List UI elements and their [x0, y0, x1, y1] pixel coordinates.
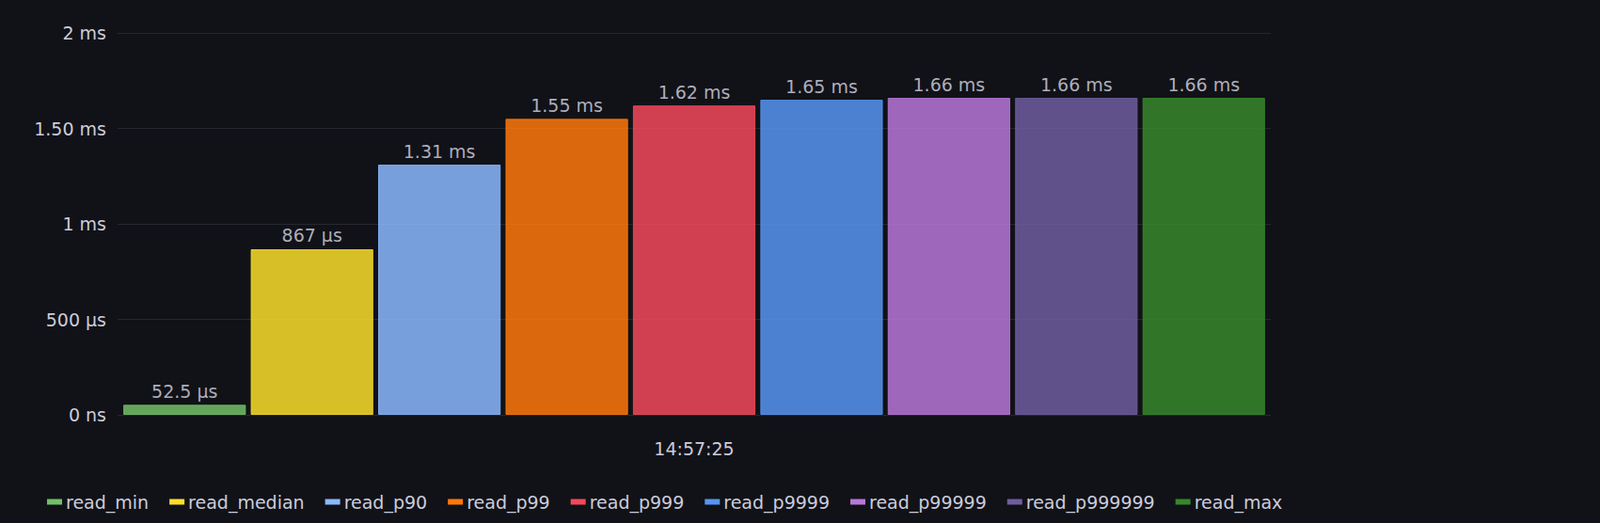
svg-text:read_max: read_max	[1194, 491, 1284, 514]
svg-text:52.5 µs: 52.5 µs	[151, 380, 218, 402]
svg-text:1.31 ms: 1.31 ms	[403, 141, 476, 162]
svg-text:2 ms: 2 ms	[62, 22, 107, 44]
svg-text:867 µs: 867 µs	[282, 224, 343, 246]
svg-text:read_p99: read_p99	[466, 491, 551, 514]
svg-text:1.65 ms: 1.65 ms	[785, 76, 858, 97]
svg-text:read_p90: read_p90	[344, 491, 428, 514]
svg-text:500 µs: 500 µs	[46, 309, 107, 331]
svg-text:read_p99999: read_p99999	[869, 491, 987, 514]
svg-text:read_median: read_median	[188, 491, 305, 514]
svg-text:1.50 ms: 1.50 ms	[33, 118, 107, 140]
svg-text:1.66 ms: 1.66 ms	[1167, 74, 1240, 96]
svg-text:1.66 ms: 1.66 ms	[1040, 74, 1113, 96]
svg-text:1.55 ms: 1.55 ms	[530, 95, 603, 116]
svg-text:read_p999999: read_p999999	[1026, 491, 1156, 514]
svg-text:read_min: read_min	[65, 491, 149, 514]
svg-text:0 ns: 0 ns	[68, 404, 107, 426]
svg-text:1.62 ms: 1.62 ms	[658, 81, 731, 103]
svg-text:read_p9999: read_p9999	[723, 491, 830, 514]
svg-text:14:57:25: 14:57:25	[653, 438, 734, 460]
svg-text:1.66 ms: 1.66 ms	[912, 74, 985, 96]
svg-text:read_p999: read_p999	[589, 491, 685, 514]
svg-text:1 ms: 1 ms	[62, 213, 107, 235]
